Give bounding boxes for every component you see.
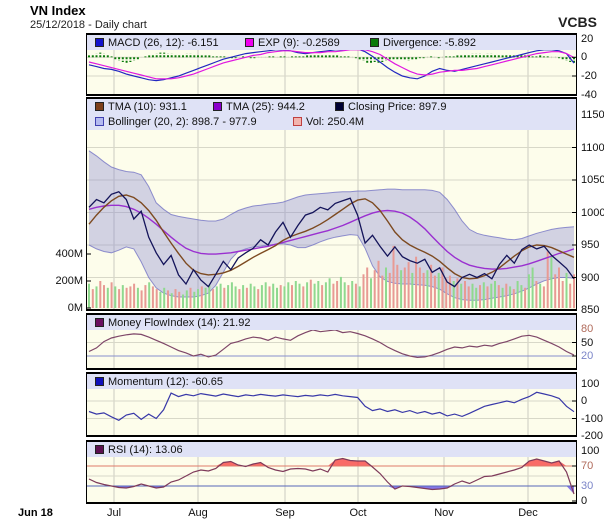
legend-label: Divergence: -5.892	[383, 36, 476, 49]
money-flow-index-panel: Money FlowIndex (14): 21.92	[86, 313, 577, 370]
x-axis-month-label: Aug	[188, 507, 208, 519]
momentum-panel: Momentum (12): -60.65	[86, 372, 577, 437]
y-axis-tick-label: 70	[581, 460, 594, 472]
y-axis-tick-label: 900	[581, 272, 600, 284]
money-flow-index-legend: Money FlowIndex (14): 21.92	[87, 315, 576, 330]
y-axis-tick-label: 20	[581, 33, 594, 45]
page-title: VN Index	[30, 3, 86, 18]
macd-legend: MACD (26, 12): -6.151 EXP (9): -0.2589 Div…	[87, 35, 576, 50]
x-axis-month-label: Nov	[434, 507, 454, 519]
legend-swatch	[95, 377, 104, 386]
macd-panel: MACD (26, 12): -6.151 EXP (9): -0.2589 Div…	[86, 33, 577, 96]
legend-item: RSI (14): 13.06	[95, 443, 183, 456]
y-axis-tick-label: 50	[581, 337, 594, 349]
y-axis-tick-label: 30	[581, 480, 594, 492]
legend-item: Closing Price: 897.9	[335, 100, 446, 113]
legend-swatch	[95, 38, 104, 47]
y-axis-tick-label: 850	[581, 304, 600, 316]
x-axis-month-label: Dec	[518, 507, 538, 519]
x-axis-month-label: Oct	[349, 507, 367, 519]
legend-swatch	[95, 117, 104, 126]
x-axis-month-label: Jul	[106, 507, 122, 519]
y-axis-tick-label: -40	[581, 89, 597, 101]
legend-swatch	[95, 318, 104, 327]
y-axis-tick-label: -100	[581, 413, 604, 425]
legend-item: Momentum (12): -60.65	[95, 375, 223, 388]
legend-item: Money FlowIndex (14): 21.92	[95, 316, 250, 329]
legend-item: MACD (26, 12): -6.151	[95, 36, 219, 49]
price-legend: TMA (10): 931.1 TMA (25): 944.2 Closing Pr…	[87, 99, 576, 130]
price-plot	[87, 99, 576, 309]
legend-swatch	[335, 102, 344, 111]
legend-label: TMA (25): 944.2	[226, 100, 305, 113]
y-axis-tick-label: 20	[581, 350, 594, 362]
legend-item: Bollinger (20, 2): 898.7 - 977.9	[95, 115, 257, 128]
y-axis-tick-label: -200	[581, 430, 604, 442]
y-axis-tick-label: 0	[581, 51, 588, 63]
rsi-legend: RSI (14): 13.06	[87, 442, 576, 457]
legend-label: Money FlowIndex (14): 21.92	[108, 316, 251, 329]
legend-swatch	[245, 38, 254, 47]
legend-swatch	[95, 102, 104, 111]
y-axis-tick-label: 1000	[581, 207, 604, 219]
legend-swatch	[95, 445, 104, 454]
chart-subtitle: 25/12/2018 - Daily chart	[30, 19, 147, 31]
legend-label: Vol: 250.4M	[306, 115, 365, 128]
legend-item: EXP (9): -0.2589	[245, 36, 340, 49]
price-panel: TMA (10): 931.1 TMA (25): 944.2 Closing Pr…	[86, 97, 577, 311]
legend-swatch	[213, 102, 222, 111]
legend-item: Vol: 250.4M	[293, 115, 364, 128]
legend-label: Bollinger (20, 2): 898.7 - 977.9	[108, 115, 257, 128]
legend-swatch	[293, 117, 302, 126]
y-axis-tick-label: 100	[581, 378, 600, 390]
brand-logo: VCBS	[558, 14, 597, 30]
legend-label: EXP (9): -0.2589	[258, 36, 340, 49]
legend-label: MACD (26, 12): -6.151	[108, 36, 219, 49]
legend-item: TMA (10): 931.1	[95, 100, 187, 113]
legend-label: TMA (10): 931.1	[108, 100, 187, 113]
legend-label: Closing Price: 897.9	[348, 100, 447, 113]
legend-label: RSI (14): 13.06	[108, 443, 183, 456]
y-axis-tick-label: 0	[581, 395, 588, 407]
y-axis-tick-label: 1050	[581, 174, 604, 186]
legend-item: Divergence: -5.892	[370, 36, 476, 49]
legend-label: Momentum (12): -60.65	[108, 375, 223, 388]
volume-axis-tick-label: 400M	[55, 248, 83, 260]
x-axis-month-label: Sep	[275, 507, 295, 519]
rsi-panel: RSI (14): 13.06	[86, 440, 577, 504]
volume-axis-tick-label: 200M	[55, 275, 83, 287]
legend-item: TMA (25): 944.2	[213, 100, 305, 113]
legend-swatch	[370, 38, 379, 47]
y-axis-tick-label: -20	[581, 70, 597, 82]
y-axis-tick-label: 100	[581, 445, 600, 457]
y-axis-tick-label: 80	[581, 323, 594, 335]
y-axis-tick-label: 1100	[581, 142, 604, 154]
volume-axis-tick-label: 0M	[67, 302, 83, 314]
x-axis-start-label: Jun 18	[18, 507, 53, 519]
y-axis-tick-label: 0	[581, 495, 588, 507]
momentum-legend: Momentum (12): -60.65	[87, 374, 576, 389]
y-axis-tick-label: 1150	[581, 109, 604, 121]
y-axis-tick-label: 950	[581, 239, 600, 251]
